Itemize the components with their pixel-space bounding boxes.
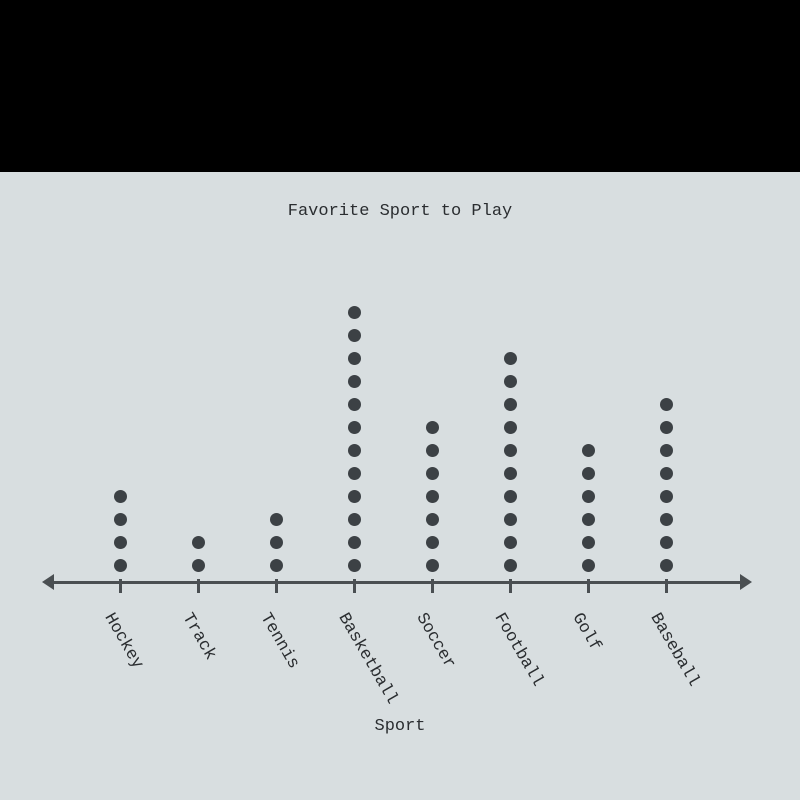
data-dot (192, 536, 205, 549)
data-dot (582, 467, 595, 480)
data-dot (348, 329, 361, 342)
data-dot (348, 536, 361, 549)
axis-tick (275, 579, 278, 593)
data-dot (270, 559, 283, 572)
category-label: Football (490, 610, 547, 690)
data-dot (192, 559, 205, 572)
category-label: Hockey (100, 610, 147, 673)
data-dot (426, 444, 439, 457)
axis-tick (353, 579, 356, 593)
data-dot (504, 467, 517, 480)
data-dot (660, 467, 673, 480)
data-dot (504, 444, 517, 457)
data-dot (660, 490, 673, 503)
data-dot (426, 421, 439, 434)
data-dot (348, 467, 361, 480)
data-dot (660, 444, 673, 457)
category-label: Baseball (646, 610, 703, 690)
x-axis-label: Sport (374, 717, 425, 736)
x-axis-line (50, 581, 740, 584)
category-label: Golf (568, 610, 605, 655)
data-dot (504, 398, 517, 411)
data-dot (270, 536, 283, 549)
top-black-bar (0, 0, 800, 172)
category-label: Basketball (334, 610, 401, 708)
axis-tick (509, 579, 512, 593)
data-dot (114, 559, 127, 572)
axis-tick (119, 579, 122, 593)
axis-tick (197, 579, 200, 593)
data-dot (348, 513, 361, 526)
data-dot (504, 559, 517, 572)
axis-arrow-left (42, 574, 54, 590)
data-dot (426, 536, 439, 549)
data-dot (348, 375, 361, 388)
data-dot (348, 444, 361, 457)
chart-inner: Favorite Sport to Play Sport Hockey Track… (0, 172, 800, 800)
data-dot (348, 398, 361, 411)
data-dot (348, 352, 361, 365)
data-dot (504, 536, 517, 549)
data-dot (660, 421, 673, 434)
data-dot (660, 559, 673, 572)
data-dot (114, 513, 127, 526)
data-dot (582, 444, 595, 457)
data-dot (660, 513, 673, 526)
data-dot (504, 513, 517, 526)
data-dot (426, 513, 439, 526)
data-dot (660, 398, 673, 411)
data-dot (504, 490, 517, 503)
data-dot (582, 559, 595, 572)
category-label: Track (178, 610, 220, 664)
axis-arrow-right (740, 574, 752, 590)
data-dot (114, 536, 127, 549)
axis-tick (665, 579, 668, 593)
data-dot (504, 375, 517, 388)
data-dot (660, 536, 673, 549)
category-label: Tennis (256, 610, 303, 673)
axis-tick (587, 579, 590, 593)
data-dot (426, 490, 439, 503)
data-dot (348, 306, 361, 319)
data-dot (582, 513, 595, 526)
data-dot (426, 467, 439, 480)
data-dot (582, 490, 595, 503)
data-dot (426, 559, 439, 572)
data-dot (270, 513, 283, 526)
chart-container: Favorite Sport to Play Sport Hockey Track… (0, 172, 800, 800)
chart-title: Favorite Sport to Play (288, 202, 512, 221)
data-dot (504, 352, 517, 365)
data-dot (582, 536, 595, 549)
data-dot (348, 490, 361, 503)
data-dot (348, 421, 361, 434)
category-label: Soccer (412, 610, 459, 673)
data-dot (504, 421, 517, 434)
data-dot (348, 559, 361, 572)
data-dot (114, 490, 127, 503)
axis-tick (431, 579, 434, 593)
